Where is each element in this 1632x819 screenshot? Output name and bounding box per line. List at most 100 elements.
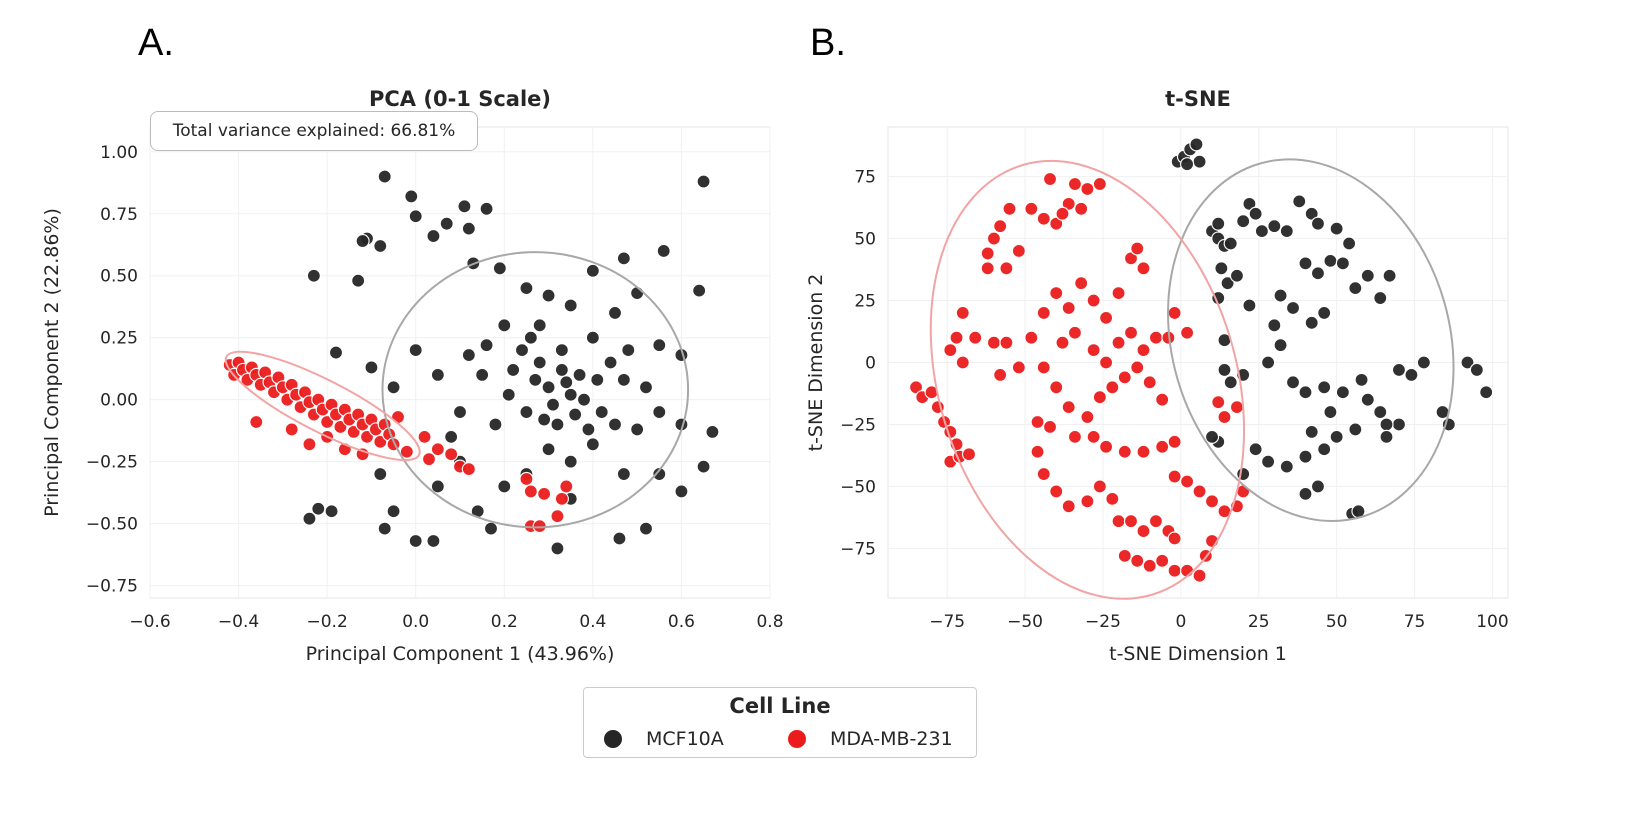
point-mcf10a [616, 372, 631, 387]
x-axis-label: Principal Component 1 (43.96%) [306, 643, 615, 665]
point-mda-mb-231 [1049, 216, 1064, 231]
x-tick-label: −0.4 [218, 612, 259, 632]
point-mcf10a [1298, 486, 1313, 501]
point-mcf10a [630, 285, 645, 301]
point-mda-mb-231 [986, 335, 1002, 350]
y-tick-label: −0.50 [86, 515, 138, 535]
point-mcf10a [1285, 300, 1301, 316]
point-mcf10a [656, 243, 671, 259]
point-mda-mb-231 [1074, 276, 1089, 291]
point-mda-mb-231 [1092, 479, 1107, 494]
point-mda-mb-231 [1211, 395, 1226, 410]
point-mda-mb-231 [1111, 335, 1126, 350]
point-mcf10a [1267, 219, 1282, 234]
x-axis-label: t-SNE Dimension 1 [1109, 643, 1287, 665]
point-mda-mb-231 [1148, 514, 1164, 529]
point-mda-mb-231 [554, 491, 569, 506]
point-mda-mb-231 [1167, 434, 1182, 449]
point-mcf10a [1214, 261, 1229, 276]
point-mda-mb-231 [1098, 310, 1114, 325]
point-mda-mb-231 [999, 261, 1014, 276]
point-mda-mb-231 [1061, 196, 1076, 211]
point-mda-mb-231 [1167, 531, 1182, 546]
point-mda-mb-231 [532, 519, 547, 534]
x-tick-label: 0.8 [756, 612, 783, 632]
point-mda-mb-231 [1036, 211, 1051, 226]
point-mcf10a [355, 233, 370, 249]
point-mcf10a [386, 504, 401, 519]
point-mcf10a [1298, 449, 1313, 464]
panel-label-a: A. [138, 22, 174, 64]
point-mcf10a [585, 437, 600, 452]
point-mda-mb-231 [1167, 563, 1182, 578]
point-mcf10a [652, 466, 667, 482]
point-mcf10a [1304, 206, 1319, 221]
point-mcf10a [554, 362, 569, 378]
point-mcf10a [528, 372, 543, 387]
point-mcf10a [550, 417, 565, 432]
ellipse-mcf10a [381, 251, 690, 529]
point-mcf10a [483, 521, 499, 536]
point-mda-mb-231 [430, 442, 445, 457]
point-mcf10a [581, 422, 596, 437]
point-mcf10a [705, 424, 720, 440]
point-mcf10a [1348, 422, 1363, 437]
point-mcf10a [408, 533, 423, 549]
point-mda-mb-231 [1123, 251, 1139, 266]
point-mda-mb-231 [1098, 439, 1114, 454]
point-mda-mb-231 [1030, 444, 1045, 459]
point-mcf10a [638, 521, 654, 536]
point-mcf10a [563, 298, 578, 313]
point-mcf10a [430, 367, 445, 382]
point-mda-mb-231 [1155, 392, 1170, 407]
point-mcf10a [1317, 305, 1332, 321]
point-mda-mb-231 [1002, 201, 1017, 216]
point-mcf10a [377, 169, 392, 184]
point-mcf10a [1317, 442, 1332, 457]
point-mcf10a [519, 281, 534, 296]
point-mcf10a [1460, 355, 1475, 370]
point-mda-mb-231 [399, 444, 414, 459]
point-mcf10a [1310, 479, 1326, 494]
point-mda-mb-231 [1155, 439, 1170, 454]
y-tick-label: −25 [840, 415, 876, 435]
point-mda-mb-231 [444, 447, 459, 462]
point-mcf10a [607, 417, 623, 432]
chart-title: t-SNE [1165, 87, 1231, 111]
ellipse-mcf10a [1167, 158, 1455, 522]
point-mcf10a [430, 479, 445, 494]
point-mcf10a [585, 330, 600, 345]
point-mcf10a [1354, 372, 1369, 387]
point-mcf10a [1298, 385, 1313, 400]
point-mcf10a [1373, 290, 1388, 306]
point-mda-mb-231 [1142, 375, 1157, 390]
point-mda-mb-231 [1036, 466, 1051, 482]
point-mcf10a [426, 533, 441, 549]
point-mcf10a [1329, 429, 1344, 444]
point-mcf10a [594, 404, 609, 420]
legend-marker-mda-mb-231 [788, 730, 806, 748]
point-mcf10a [607, 305, 623, 321]
point-mcf10a [1391, 417, 1407, 432]
point-mcf10a [523, 330, 538, 345]
point-mda-mb-231 [1049, 484, 1064, 499]
point-mcf10a [373, 466, 388, 482]
point-mda-mb-231 [1111, 514, 1126, 529]
point-mcf10a [1404, 367, 1419, 382]
point-mda-mb-231 [1011, 360, 1026, 375]
point-mda-mb-231 [1011, 243, 1026, 259]
point-mda-mb-231 [980, 246, 995, 261]
point-mda-mb-231 [1167, 469, 1182, 484]
point-mcf10a [1211, 216, 1226, 231]
point-mcf10a [576, 392, 592, 407]
point-mcf10a [302, 511, 317, 526]
point-mcf10a [1360, 392, 1375, 407]
point-mcf10a [541, 380, 556, 395]
point-mda-mb-231 [1067, 325, 1083, 340]
point-mcf10a [373, 238, 388, 254]
point-mda-mb-231 [523, 484, 538, 499]
point-mcf10a [1254, 224, 1269, 239]
point-mda-mb-231 [1130, 360, 1145, 375]
x-tick-label: −50 [1007, 612, 1043, 632]
point-mcf10a [1189, 137, 1204, 152]
